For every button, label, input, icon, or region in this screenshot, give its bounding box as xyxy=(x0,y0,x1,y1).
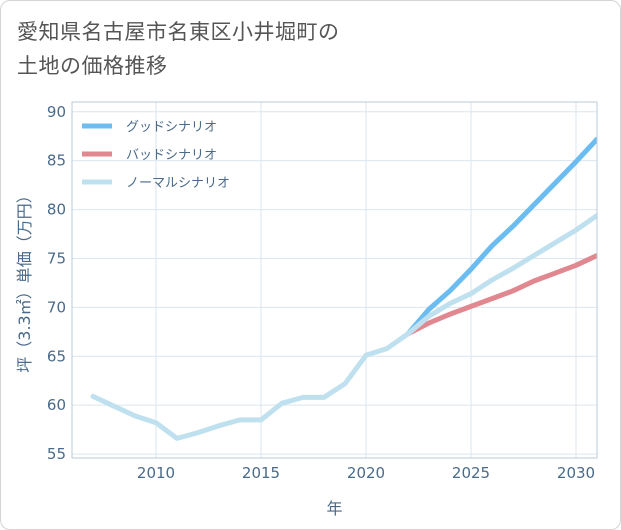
x-axis-ticks: 2010 2015 2020 2025 2030 xyxy=(137,464,595,482)
chart-title: 愛知県名古屋市名東区小井堀町の 土地の価格推移 xyxy=(17,15,340,83)
y-tick-label: 70 xyxy=(47,298,66,316)
chart-title-line-2: 土地の価格推移 xyxy=(17,54,168,78)
chart-title-line-1: 愛知県名古屋市名東区小井堀町の xyxy=(17,20,340,44)
y-tick-label: 85 xyxy=(47,152,66,170)
legend-label-1: バッドシナリオ xyxy=(126,148,217,163)
y-tick-label: 65 xyxy=(47,347,66,365)
series-line-2 xyxy=(90,213,597,441)
series-line-0 xyxy=(405,136,597,337)
x-tick-label: 2025 xyxy=(452,464,490,482)
grid-lines xyxy=(72,102,597,458)
x-tick-label: 2010 xyxy=(137,464,175,482)
x-tick-label: 2015 xyxy=(242,464,280,482)
y-tick-label: 60 xyxy=(47,396,66,414)
series-lines xyxy=(90,136,597,441)
x-tick-label: 2030 xyxy=(557,464,595,482)
y-tick-label: 90 xyxy=(47,103,66,121)
y-tick-label: 80 xyxy=(47,201,66,219)
legend-label-2: ノーマルシナリオ xyxy=(126,176,230,191)
y-tick-label: 75 xyxy=(47,249,66,267)
y-axis-title: 坪（3.3㎡）単価（万円） xyxy=(15,187,34,372)
legend-label-0: グッドシナリオ xyxy=(126,120,217,135)
plot-frame xyxy=(71,101,598,459)
y-axis-ticks: 55 60 65 70 75 80 85 90 xyxy=(47,103,66,463)
x-axis-title: 年 xyxy=(326,499,342,518)
y-tick-label: 55 xyxy=(47,445,66,463)
x-tick-label: 2020 xyxy=(347,464,385,482)
series-line-1 xyxy=(405,253,597,337)
